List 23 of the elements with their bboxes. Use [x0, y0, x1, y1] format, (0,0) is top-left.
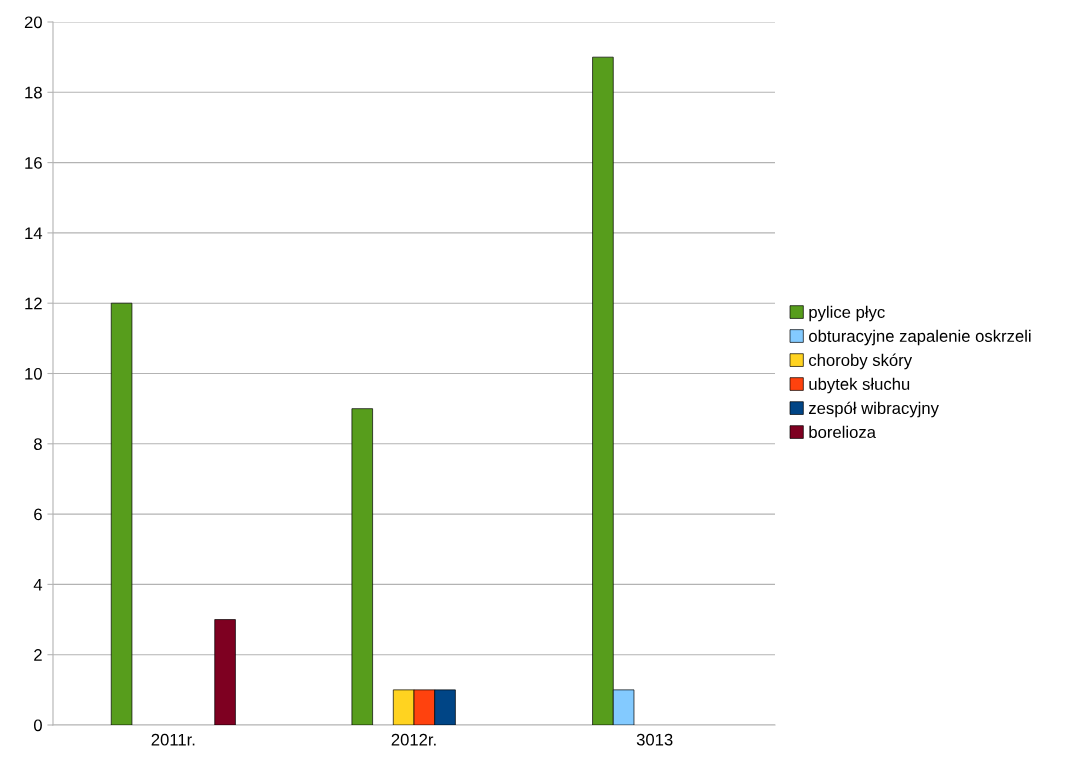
legend-label: zespół wibracyjny	[809, 401, 939, 418]
y-tick-label: 4	[33, 578, 43, 591]
y-tick-label: 6	[34, 508, 42, 521]
y-tick-label: 16	[25, 157, 42, 169]
y-tick-label: 20	[24, 16, 42, 29]
legend-label: ubytek słuchu	[809, 377, 910, 394]
bar	[214, 619, 236, 725]
legend-label: borelioza	[809, 425, 876, 439]
y-tick-label: 18	[25, 86, 42, 99]
bar	[351, 408, 373, 725]
y-tick-label: 12	[25, 297, 42, 310]
x-tick-label: 3013	[636, 733, 673, 746]
legend-label: obturacyjne zapalenie oskrzeli	[809, 329, 1031, 346]
y-tick-label: 14	[25, 227, 43, 239]
legend-label: choroby skóry	[809, 353, 913, 370]
y-tick-label: 10	[25, 367, 42, 380]
bar	[110, 302, 133, 725]
y-tick-label: 0	[33, 719, 42, 732]
y-tick-label: 8	[34, 438, 42, 450]
x-tick-label: 2011r.	[151, 733, 195, 746]
legend-label: pylice płyc	[809, 305, 885, 322]
x-tick-label: 2012r.	[391, 733, 436, 746]
y-tick-label: 2	[34, 649, 42, 661]
